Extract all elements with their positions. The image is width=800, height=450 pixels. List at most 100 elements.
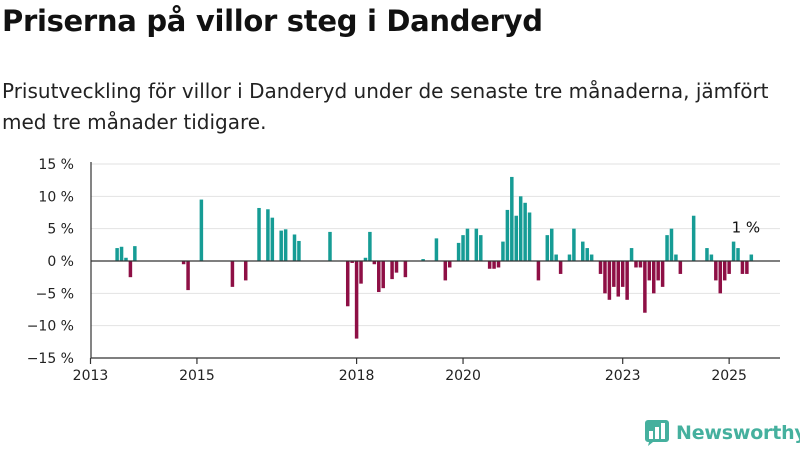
bar (270, 217, 275, 261)
bar (501, 241, 505, 261)
bar (629, 248, 634, 261)
bar (705, 248, 709, 261)
bar (257, 207, 261, 261)
bar (363, 257, 368, 261)
bar (620, 261, 625, 287)
bar (510, 176, 514, 261)
axis-layer (89, 162, 780, 364)
x-tick-label: 2013 (73, 368, 109, 384)
bar (527, 212, 532, 261)
bar (558, 261, 563, 274)
bar (567, 254, 572, 261)
bar (266, 209, 270, 261)
bar (345, 261, 350, 307)
bar (647, 261, 652, 281)
chart-title: Priserna på villor steg i Danderyd (2, 4, 543, 38)
bar (603, 261, 607, 294)
bar (359, 261, 363, 284)
bar (381, 261, 385, 289)
bar (607, 261, 612, 300)
bar (616, 261, 621, 297)
bar-chart-logo-icon (645, 420, 669, 446)
bar (652, 261, 656, 294)
bar (492, 261, 496, 269)
bar (124, 257, 128, 261)
bar (479, 235, 483, 261)
bar (474, 228, 479, 261)
bar (749, 254, 754, 261)
bar (612, 261, 616, 287)
y-tick-label: −10 % (27, 319, 74, 335)
y-tick-label: 15 % (38, 157, 74, 173)
brand-logo: Newsworthy (645, 420, 800, 446)
bar (390, 261, 394, 280)
x-tick-label: 2025 (711, 368, 747, 384)
chart-subtitle: Prisutveckling för villor i Danderyd und… (2, 79, 769, 134)
bar (536, 261, 541, 281)
x-tick-label: 2023 (605, 368, 641, 384)
bar (598, 261, 603, 274)
bar (354, 261, 359, 339)
x-tick-label: 2020 (445, 368, 481, 384)
bar (350, 261, 354, 263)
y-tick-label: −15 % (27, 351, 74, 367)
bar (465, 228, 470, 261)
bar (279, 230, 283, 261)
bar (656, 261, 660, 281)
bar (674, 254, 678, 261)
bar (505, 209, 510, 261)
bar (496, 261, 501, 268)
bar (119, 246, 124, 261)
bar (443, 261, 448, 281)
bar (133, 246, 137, 261)
bar (421, 259, 425, 261)
bar (434, 238, 439, 261)
bar (638, 261, 643, 268)
bar (660, 261, 665, 287)
bar (128, 261, 133, 278)
y-tick-label: 0 % (47, 254, 74, 270)
bar (736, 248, 740, 261)
bar (518, 196, 523, 261)
bar (727, 261, 731, 274)
bar (740, 261, 745, 274)
bar (514, 215, 519, 261)
bar (181, 261, 186, 265)
bar (545, 235, 550, 261)
bar (572, 228, 576, 261)
bar (461, 235, 465, 261)
grid-layer (91, 163, 780, 327)
bar (581, 241, 585, 261)
bar (243, 261, 248, 281)
bar (283, 229, 288, 261)
bar (115, 248, 119, 261)
x-tick-label: 2015 (179, 368, 215, 384)
bar (549, 228, 554, 261)
bar (634, 261, 638, 268)
bar (718, 261, 723, 294)
bar-layer (115, 176, 754, 339)
label-layer: 15 % 10 % 5 % 0 % −5 % −10 % −15 %2013 2015 2018… (27, 157, 760, 384)
bar (678, 261, 683, 274)
y-tick-label: −5 % (36, 286, 74, 302)
bar (372, 261, 377, 265)
brand-name: Newsworthy (676, 422, 800, 444)
bar (328, 231, 332, 261)
bar (731, 241, 736, 261)
bar (186, 261, 190, 291)
bar (394, 261, 399, 273)
bar (625, 261, 629, 300)
bar (230, 261, 235, 287)
bar (709, 254, 714, 261)
bar (745, 261, 749, 274)
bar (447, 261, 452, 268)
bar (665, 235, 669, 261)
bar (643, 261, 647, 313)
bar (199, 199, 204, 261)
bar (585, 248, 589, 261)
bar (456, 242, 461, 261)
x-tick-label: 2018 (339, 368, 375, 384)
bar (292, 234, 297, 261)
bar (403, 261, 408, 278)
